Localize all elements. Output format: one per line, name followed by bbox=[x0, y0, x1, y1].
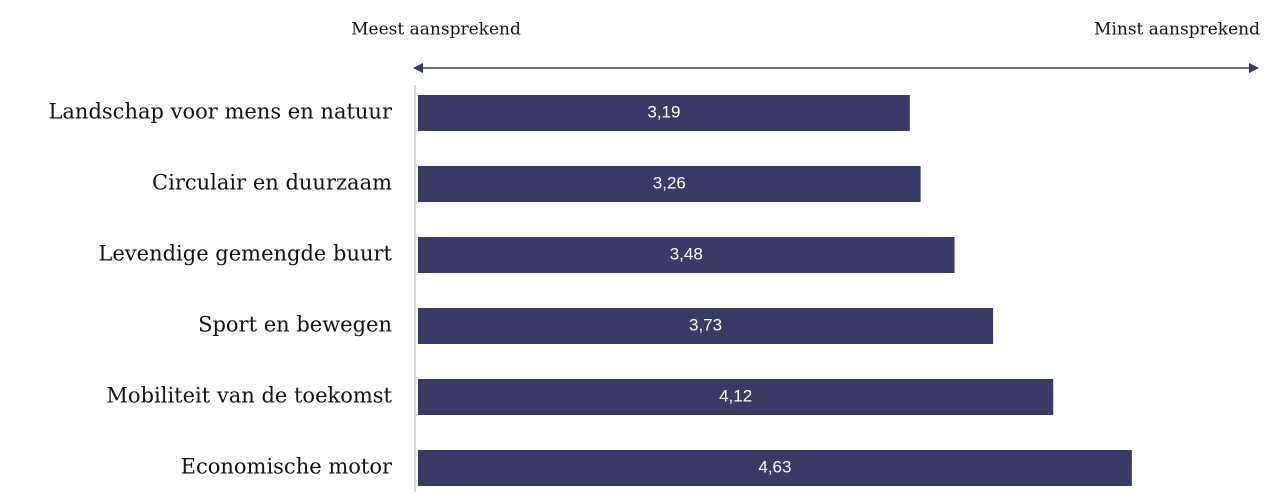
right-annotation: Minst aansprekend bbox=[1094, 20, 1260, 40]
category-label: Circulair en duurzaam bbox=[152, 171, 392, 195]
category-label: Economische motor bbox=[181, 455, 393, 479]
value-label: 4,63 bbox=[758, 457, 791, 476]
value-label: 4,12 bbox=[719, 386, 752, 405]
bar bbox=[418, 379, 1054, 415]
category-label: Mobiliteit van de toekomst bbox=[106, 384, 392, 408]
value-label: 3,26 bbox=[653, 173, 686, 192]
bar bbox=[418, 95, 910, 131]
bar bbox=[418, 166, 921, 202]
category-label: Sport en bewegen bbox=[198, 313, 392, 337]
category-label: Landschap voor mens en natuur bbox=[48, 100, 392, 124]
bar bbox=[418, 308, 994, 344]
value-label: 3,19 bbox=[647, 102, 680, 121]
value-label: 3,73 bbox=[689, 315, 722, 334]
bar bbox=[418, 450, 1132, 486]
bar bbox=[418, 237, 955, 273]
value-label: 3,48 bbox=[670, 244, 703, 263]
category-label: Levendige gemengde buurt bbox=[98, 242, 392, 266]
left-annotation: Meest aansprekend bbox=[351, 20, 521, 40]
